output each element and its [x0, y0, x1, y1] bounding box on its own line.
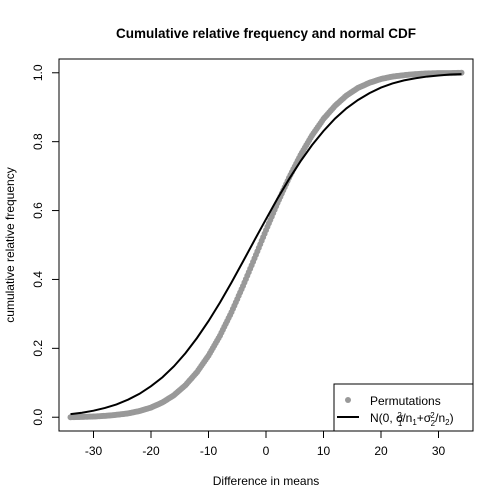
y-tick-label: 0.6	[31, 202, 45, 219]
y-tick-label: 1.0	[31, 64, 45, 81]
legend-permutations-label: Permutations	[370, 394, 441, 408]
x-tick-label: -20	[142, 444, 160, 458]
x-axis: -30 -20 -10 0 10 20 30	[85, 431, 446, 458]
legend: Permutations N(0, σ2 1/n1+σ2 2/n2)	[333, 383, 474, 432]
y-tick-label: 0.2	[31, 340, 45, 357]
legend-permutations-marker	[345, 397, 351, 403]
normal-cdf-line	[70, 73, 462, 416]
x-axis-label: Difference in means	[213, 474, 320, 488]
y-axis-label: cumulative relative frequency	[3, 167, 17, 322]
plot-frame	[58, 58, 474, 432]
x-tick-label: 30	[432, 444, 446, 458]
y-tick-label: 0.8	[31, 133, 45, 150]
x-tick-label: -10	[200, 444, 218, 458]
y-tick-label: 0.0	[31, 409, 45, 426]
permutations-points	[67, 69, 465, 421]
x-tick-label: -30	[85, 444, 103, 458]
x-tick-label: 10	[317, 444, 331, 458]
y-tick-label: 0.4	[31, 271, 45, 288]
legend-box	[333, 383, 474, 432]
y-axis: 0.0 0.2 0.4 0.6 0.8 1.0	[31, 64, 59, 426]
x-tick-label: 0	[263, 444, 270, 458]
x-tick-label: 20	[374, 444, 388, 458]
legend-normal-label: N(0, σ2 1/n1+σ2 2/n2)	[370, 411, 454, 428]
chart-title: Cumulative relative frequency and normal…	[116, 26, 416, 41]
